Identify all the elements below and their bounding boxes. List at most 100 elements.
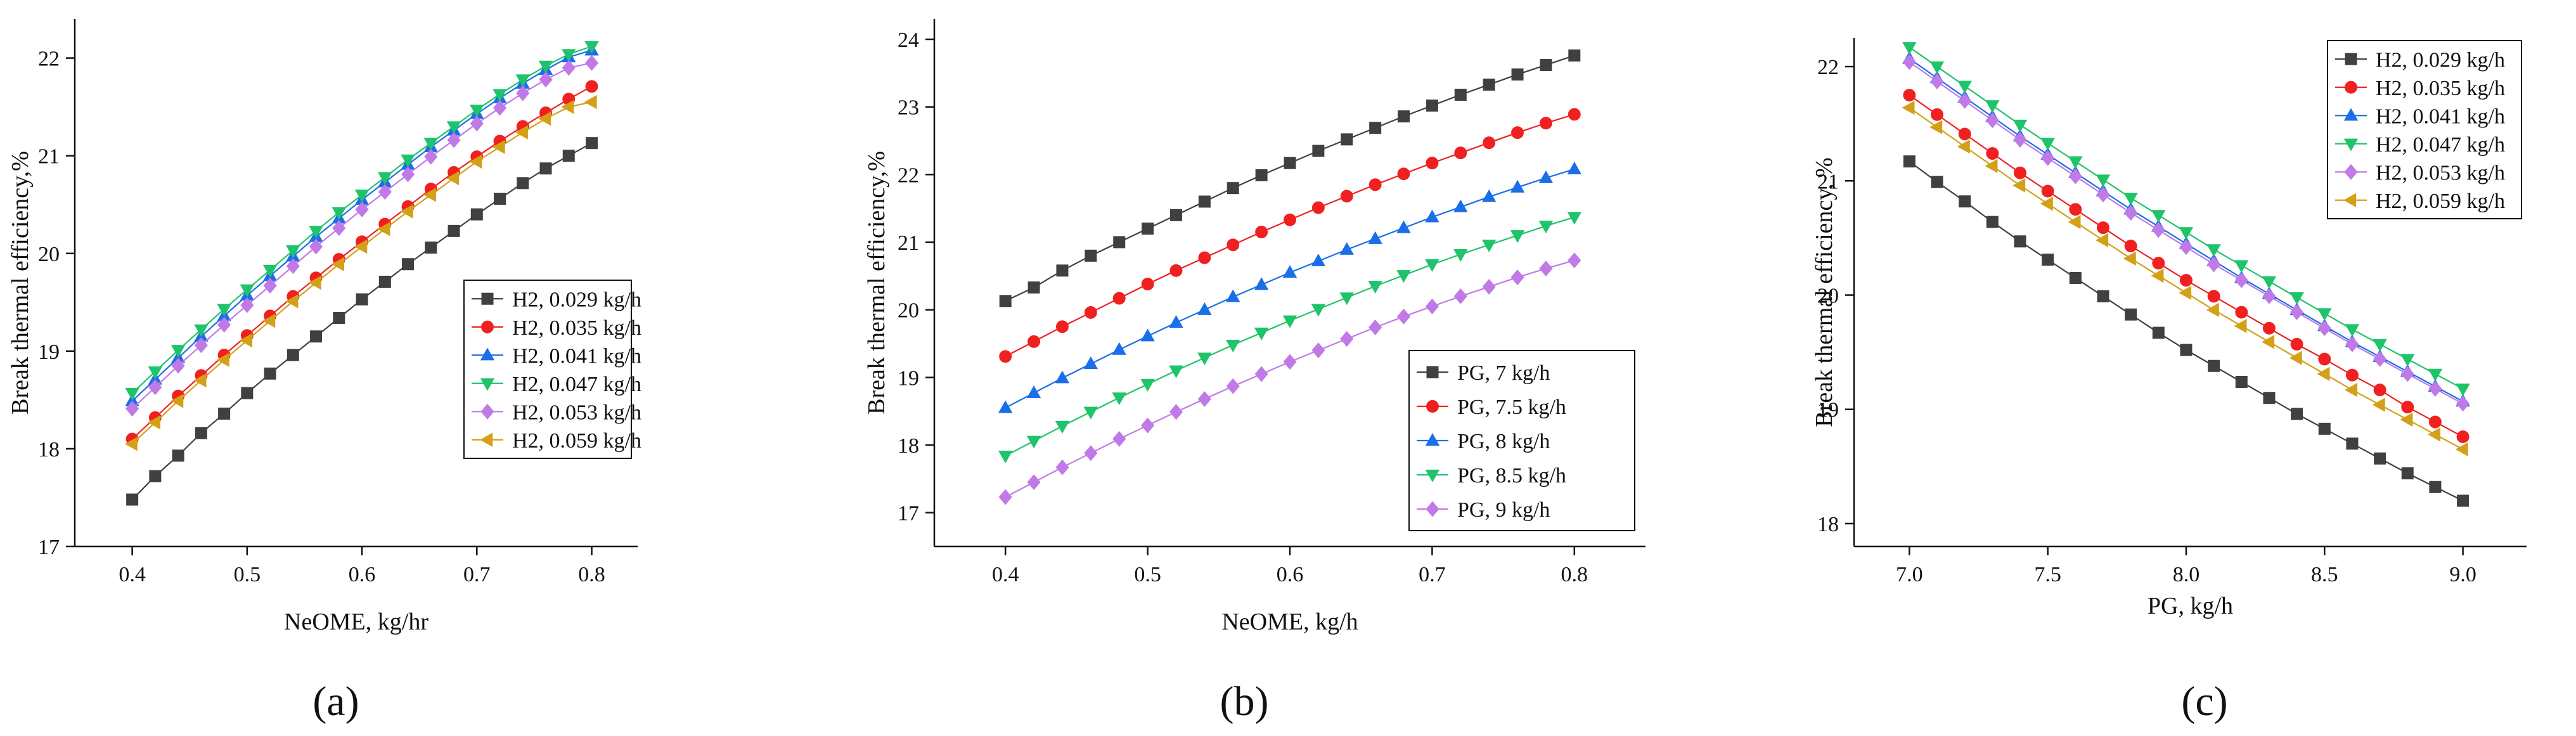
legend-label: H2, 0.059 kg/h (2376, 190, 2505, 213)
data-point (1959, 195, 1971, 208)
data-point (1454, 88, 1467, 101)
data-point (217, 316, 231, 333)
data-point (2290, 304, 2304, 321)
data-point (1425, 259, 1439, 273)
y-tick-label: 20 (38, 243, 60, 266)
data-point (494, 192, 506, 205)
panel-label-c: (c) (2181, 678, 2227, 725)
data-point (1368, 231, 1382, 244)
data-point (1538, 170, 1554, 183)
data-point (286, 258, 300, 274)
y-tick-label: 24 (898, 29, 919, 52)
data-point (998, 489, 1012, 505)
data-point (516, 85, 530, 101)
panel-label-a: (a) (312, 678, 359, 725)
chart-panel-c: 7.0 7.5 8.0 8.5 9.0 18 19 20 21 22 PG, kg/h Break t… (1811, 38, 2527, 619)
data-point (1339, 242, 1354, 255)
data-point (1056, 320, 1069, 333)
y-tick-label: 17 (38, 536, 60, 559)
data-point (2208, 359, 2220, 372)
data-point (1254, 327, 1269, 340)
data-point (1169, 209, 1182, 221)
legend-marker (481, 320, 494, 333)
data-point (515, 125, 528, 139)
data-point (1055, 370, 1070, 384)
y-tick-label: 21 (38, 145, 60, 169)
data-point (1929, 61, 1945, 74)
legend-marker (480, 347, 495, 361)
data-point (584, 55, 599, 71)
data-point (1311, 304, 1326, 317)
data-point (1340, 331, 1354, 347)
data-point (2123, 251, 2136, 266)
data-point (1539, 261, 1553, 277)
data-point (538, 111, 551, 126)
data-point (1453, 288, 1467, 304)
data-point (2097, 290, 2109, 302)
data-point (2318, 422, 2331, 435)
data-point (354, 190, 370, 203)
data-point (148, 415, 161, 430)
data-point (1113, 236, 1126, 249)
data-point (1112, 342, 1126, 355)
data-point (356, 293, 368, 306)
data-point (469, 154, 482, 169)
data-point (1483, 136, 1496, 150)
data-point (148, 379, 162, 396)
data-point (2234, 272, 2248, 288)
data-point (355, 201, 369, 217)
data-point (1112, 392, 1126, 406)
series-b-4 (998, 252, 1581, 505)
data-point (1197, 391, 1211, 407)
data-point (1312, 145, 1325, 157)
data-point (2179, 227, 2194, 240)
data-point (1112, 430, 1126, 447)
data-point (2345, 336, 2359, 352)
data-point (1902, 42, 1917, 55)
legend-marker (480, 403, 494, 420)
data-point (446, 171, 460, 186)
data-point (2096, 233, 2109, 248)
x-tick-label: 8.0 (2173, 563, 2200, 586)
data-point (1282, 315, 1298, 328)
y-tick-label: 22 (38, 48, 60, 71)
x-tick-label: 0.8 (1561, 563, 1588, 586)
data-point (2400, 366, 2414, 382)
data-point (2068, 168, 2082, 184)
data-point (2041, 184, 2054, 198)
legend-label: PG, 7 kg/h (1457, 361, 1550, 385)
data-point (584, 94, 597, 110)
data-point (1141, 417, 1155, 434)
legend-label: H2, 0.059 kg/h (512, 429, 641, 453)
data-point (240, 284, 255, 297)
panel-label-b: (b) (1220, 678, 1269, 725)
legend-marker (2344, 164, 2358, 180)
legend-label: H2, 0.041 kg/h (512, 344, 641, 368)
legend-marker (2343, 108, 2359, 121)
data-point (1197, 302, 1212, 315)
data-point (2124, 205, 2138, 221)
x-tick-label: 7.0 (1896, 563, 1923, 586)
data-point (149, 470, 162, 482)
data-point (1398, 110, 1410, 123)
data-point (2290, 338, 2303, 351)
data-point (2291, 408, 2303, 420)
chart-panel-a: 0.4 0.5 0.6 0.7 0.8 17 18 19 20 21 22 NeOME, kg/hr B… (7, 19, 641, 635)
data-point (1255, 226, 1268, 238)
data-point (1112, 292, 1126, 305)
data-point (262, 264, 278, 278)
y-tick-label: 20 (898, 299, 919, 323)
data-point (2456, 384, 2470, 397)
data-point (1255, 169, 1268, 181)
data-point (1169, 404, 1183, 420)
data-point (1568, 108, 1581, 121)
data-point (446, 121, 461, 134)
legend-box (2327, 40, 2522, 219)
data-point (1284, 157, 1296, 169)
data-point (1368, 178, 1382, 191)
data-point (1481, 189, 1497, 202)
data-point (1957, 139, 1970, 154)
data-point (1084, 306, 1097, 319)
data-point (1985, 112, 1999, 129)
